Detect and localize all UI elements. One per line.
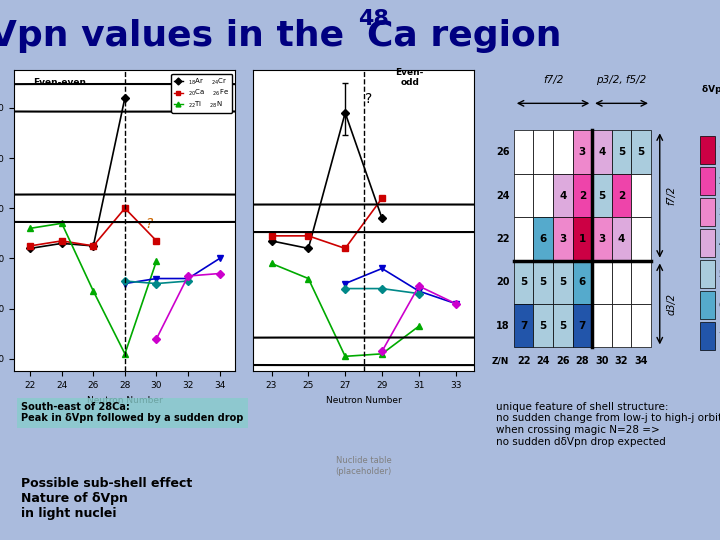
Text: 18: 18 (496, 321, 510, 330)
Bar (612, 304, 631, 347)
Bar (592, 304, 612, 347)
Bar (612, 174, 631, 217)
Bar (592, 217, 612, 261)
Bar (612, 261, 631, 304)
X-axis label: Neutron Number: Neutron Number (325, 396, 402, 404)
Text: Ca region: Ca region (367, 19, 562, 52)
Text: 28: 28 (575, 356, 589, 366)
Bar (700, 260, 715, 288)
Bar (534, 217, 553, 261)
Text: 6: 6 (579, 277, 586, 287)
Text: 5: 5 (520, 277, 527, 287)
Text: South-east of 28Ca:
Peak in δVpn followed by a sudden drop: South-east of 28Ca: Peak in δVpn followe… (21, 402, 243, 423)
Text: 5: 5 (559, 321, 567, 330)
Text: ?: ? (145, 217, 153, 231)
Bar (572, 217, 592, 261)
Text: 3: 3 (579, 147, 586, 157)
Bar (514, 217, 534, 261)
Text: 30: 30 (595, 356, 608, 366)
Bar (534, 261, 553, 304)
X-axis label: Neutron Number: Neutron Number (87, 396, 163, 404)
Text: ?: ? (366, 92, 373, 106)
Text: 24: 24 (536, 356, 550, 366)
Bar (553, 304, 572, 347)
Bar (572, 261, 592, 304)
Text: 1: 1 (579, 234, 586, 244)
Text: 32: 32 (615, 356, 629, 366)
Bar (534, 131, 553, 174)
Bar (592, 131, 612, 174)
Bar (514, 131, 534, 174)
Text: Z/N: Z/N (492, 356, 510, 366)
Bar (612, 217, 631, 261)
Bar (631, 131, 651, 174)
Text: f7/2: f7/2 (667, 186, 676, 205)
Text: Possible sub-shell effect
Nature of δVpn
in light nuclei: Possible sub-shell effect Nature of δVpn… (21, 477, 192, 520)
Bar (534, 304, 553, 347)
Bar (534, 174, 553, 217)
Text: 22: 22 (496, 234, 510, 244)
Bar (631, 217, 651, 261)
Bar (572, 174, 592, 217)
Bar (553, 217, 572, 261)
Text: f7/2: f7/2 (543, 75, 563, 85)
Bar (700, 230, 715, 258)
Bar (572, 131, 592, 174)
Text: 2: 2 (579, 191, 586, 200)
Bar (631, 304, 651, 347)
Text: 6: 6 (539, 234, 547, 244)
Bar (553, 261, 572, 304)
Text: d3/2: d3/2 (667, 293, 676, 315)
Bar (700, 137, 715, 165)
Text: 5: 5 (598, 191, 606, 200)
Bar (700, 167, 715, 195)
Text: 5: 5 (539, 277, 547, 287)
Bar (631, 261, 651, 304)
Bar (553, 131, 572, 174)
Text: 3: 3 (559, 234, 567, 244)
Bar (612, 131, 631, 174)
Text: 26: 26 (496, 147, 510, 157)
Text: 48: 48 (358, 9, 389, 30)
Bar (592, 174, 612, 217)
Bar (700, 292, 715, 319)
Text: δVpn values in the: δVpn values in the (0, 19, 356, 52)
Text: δVpn (keV): δVpn (keV) (702, 85, 720, 94)
Legend: $_{18}$Ar    $_{24}$Cr, $_{20}$Ca    $_{26}$Fe, $_{22}$Ti    $_{28}$N: $_{18}$Ar $_{24}$Cr, $_{20}$Ca $_{26}$Fe… (171, 73, 232, 113)
Text: 4: 4 (559, 191, 567, 200)
Text: p3/2, f5/2: p3/2, f5/2 (596, 75, 647, 85)
Text: 5: 5 (539, 321, 547, 330)
Bar (514, 261, 534, 304)
Text: 4: 4 (598, 147, 606, 157)
Text: 5: 5 (559, 277, 567, 287)
Text: 4: 4 (618, 234, 625, 244)
Text: 7: 7 (579, 321, 586, 330)
Bar (572, 304, 592, 347)
Text: 24: 24 (496, 191, 510, 200)
Text: Even-
odd: Even- odd (395, 68, 424, 87)
Bar (631, 174, 651, 217)
Bar (592, 261, 612, 304)
Text: Even-even: Even-even (33, 78, 86, 87)
Text: Nuclide table
(placeholder): Nuclide table (placeholder) (336, 456, 392, 476)
Text: 7: 7 (520, 321, 527, 330)
Text: 26: 26 (556, 356, 570, 366)
Text: unique feature of shell structure:
no sudden change from low-j to high-j orbits
: unique feature of shell structure: no su… (496, 402, 720, 447)
Bar (514, 304, 534, 347)
Bar (700, 198, 715, 226)
Text: 22: 22 (517, 356, 531, 366)
Text: 20: 20 (496, 277, 510, 287)
Bar (514, 174, 534, 217)
Bar (553, 174, 572, 217)
Text: 3: 3 (598, 234, 606, 244)
Text: 2: 2 (618, 191, 625, 200)
Text: 34: 34 (634, 356, 648, 366)
Text: 5: 5 (618, 147, 625, 157)
Bar (700, 322, 715, 350)
Text: 5: 5 (637, 147, 644, 157)
